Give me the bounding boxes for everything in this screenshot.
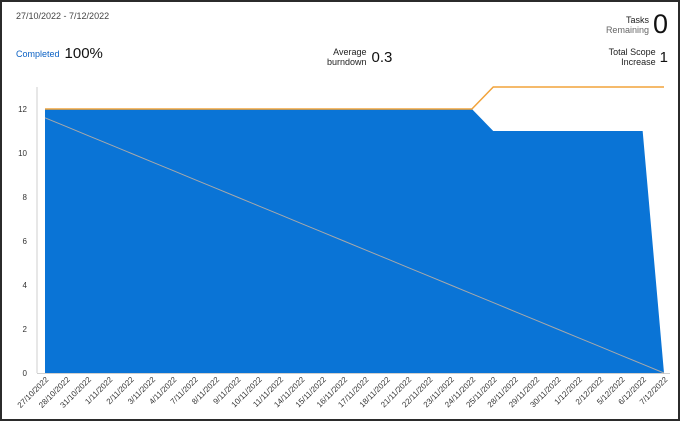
average-burndown-label: Average burndown (327, 47, 367, 67)
ideal-trend-line (44, 117, 665, 374)
y-tick-label: 12 (18, 105, 27, 114)
total-scope-line (45, 86, 664, 110)
completed-value: 100% (64, 45, 103, 62)
total-scope-increase-label-line2: Increase (621, 57, 656, 67)
total-scope-increase-metric: Total Scope Increase 1 (609, 47, 668, 67)
total-scope-increase-label-line1: Total Scope (608, 47, 656, 57)
tasks-remaining-metric: Tasks Remaining 0 (606, 11, 668, 38)
tasks-remaining-label-line2: Remaining (605, 24, 649, 35)
remaining-work-area (45, 109, 664, 373)
tasks-remaining-label: Tasks Remaining (606, 15, 649, 35)
y-tick-label: 6 (23, 237, 28, 246)
average-burndown-metric: Average burndown 0.3 (327, 47, 392, 67)
average-burndown-label-line1: Average (333, 47, 367, 57)
y-tick-label: 2 (23, 325, 28, 334)
date-range: 27/10/2022 - 7/12/2022 (16, 11, 110, 21)
total-scope-increase-value: 1 (659, 48, 668, 66)
y-tick-label: 10 (18, 149, 27, 158)
y-tick-label: 4 (23, 281, 28, 290)
completed-metric: Completed 100% (16, 45, 103, 62)
y-tick-label: 0 (23, 369, 28, 378)
tasks-remaining-label-line1: Tasks (625, 14, 649, 25)
y-tick-label: 8 (23, 193, 28, 202)
completed-label: Completed (16, 48, 60, 59)
average-burndown-value: 0.3 (371, 48, 393, 66)
tasks-remaining-value: 0 (652, 9, 668, 39)
total-scope-increase-label: Total Scope Increase (609, 47, 656, 67)
average-burndown-label-line2: burndown (327, 57, 367, 67)
burndown-chart: 02468101227/10/202228/10/202231/10/20221… (16, 86, 670, 410)
